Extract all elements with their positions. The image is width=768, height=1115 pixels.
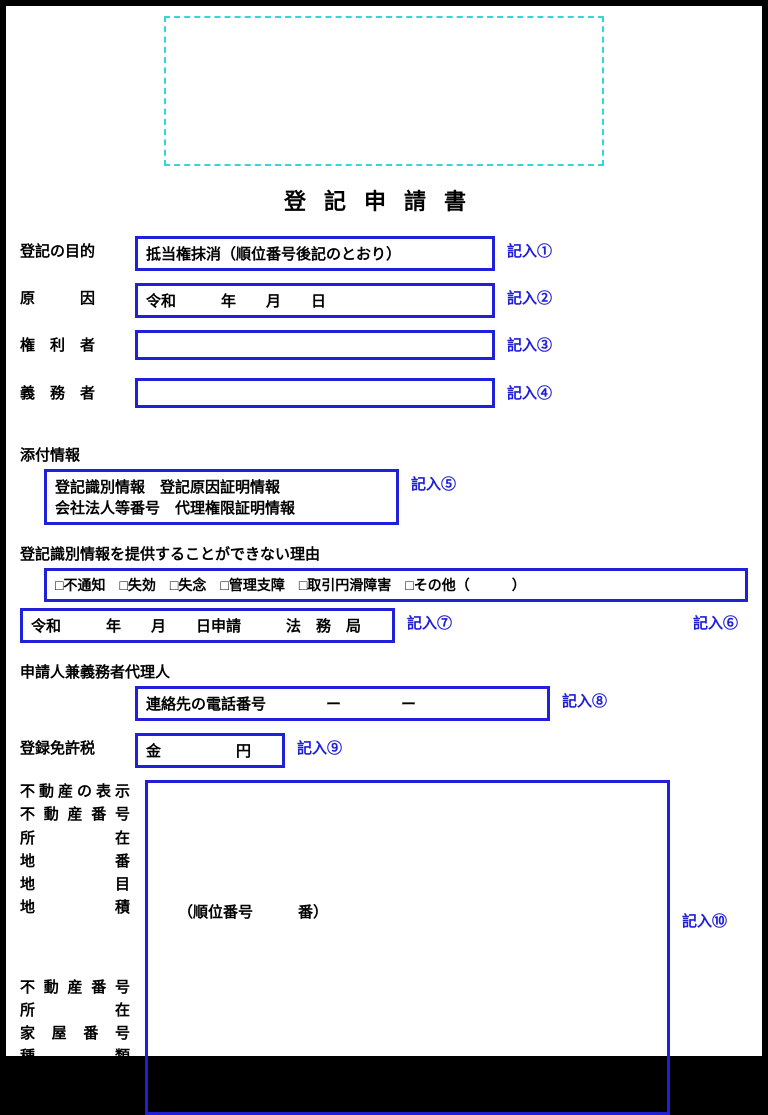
row-cause: 原 因 令和 年 月 日 記入②: [20, 283, 748, 318]
label-obligor: 義 務 者: [20, 378, 135, 403]
label-rights: 権 利 者: [20, 330, 135, 355]
row-property: 不動産の表示 不動産番号 所 在 地 番 地 目 地 積 不動産番号 所 在 家…: [20, 780, 748, 1115]
rank-2: （順位番号 番）: [178, 1083, 328, 1104]
field-purpose[interactable]: 抵当権抹消（順位番号後記のとおり）: [135, 236, 495, 271]
field-attachment[interactable]: 登記識別情報 登記原因証明情報 会社法人等番号 代理権限証明情報: [44, 469, 399, 525]
stamp-area: [164, 16, 604, 166]
header-agent: 申請人兼義務者代理人: [20, 661, 748, 682]
annot-4: 記入④: [507, 378, 552, 403]
row-tax: 登録免許税 金 円 記入⑨: [20, 733, 748, 768]
annot-5: 記入⑤: [411, 469, 456, 494]
attach-line1: 登記識別情報 登記原因証明情報: [55, 476, 388, 497]
field-phone[interactable]: 連絡先の電話番号 ー ー: [135, 686, 550, 721]
annot-6: 記入⑥: [693, 612, 738, 633]
property-labels: 不動産の表示 不動産番号 所 在 地 番 地 目 地 積 不動産番号 所 在 家…: [20, 780, 145, 1115]
plabel-3: 地 番: [20, 850, 130, 873]
row-reason: □不通知 □失効 □失念 □管理支障 □取引円滑障害 □その他（ ）: [20, 568, 748, 602]
field-submit-date[interactable]: 令和 年 月 日申請 法 務 局: [20, 608, 395, 643]
row-attachment: 登記識別情報 登記原因証明情報 会社法人等番号 代理権限証明情報 記入⑤: [20, 469, 748, 525]
rank-1: （順位番号 番）: [178, 901, 328, 922]
header-attachment: 添付情報: [20, 444, 748, 465]
plabel-7: 所 在: [20, 999, 130, 1022]
plabel-0: 不動産の表示: [20, 780, 130, 803]
plabel-6: 不動産番号: [20, 976, 130, 999]
form-title: 登記申請書: [20, 184, 748, 216]
plabel-5: 地 積: [20, 896, 130, 919]
plabel-8: 家 屋 番 号: [20, 1022, 130, 1045]
annot-7: 記入⑦: [407, 608, 452, 633]
plabel-1: 不動産番号: [20, 803, 130, 826]
row-submit: 令和 年 月 日申請 法 務 局 記入⑦ 記入⑥: [20, 608, 748, 643]
field-tax[interactable]: 金 円: [135, 733, 285, 768]
field-cause[interactable]: 令和 年 月 日: [135, 283, 495, 318]
annot-10: 記入⑩: [682, 910, 727, 931]
label-tax: 登録免許税: [20, 733, 135, 758]
plabel-11: 床 面 積: [20, 1092, 130, 1115]
plabel-2: 所 在: [20, 827, 130, 850]
label-cause: 原 因: [20, 283, 135, 308]
annot-1: 記入①: [507, 236, 552, 261]
field-obligor[interactable]: [135, 378, 495, 408]
plabel-4: 地 目: [20, 873, 130, 896]
annot-3: 記入③: [507, 330, 552, 355]
annot-2: 記入②: [507, 283, 552, 308]
form-page: 登記申請書 登記の目的 抵当権抹消（順位番号後記のとおり） 記入① 原 因 令和…: [3, 3, 765, 1059]
plabel-10: 構 造: [20, 1069, 130, 1092]
field-reason[interactable]: □不通知 □失効 □失念 □管理支障 □取引円滑障害 □その他（ ）: [44, 568, 748, 602]
field-rights[interactable]: [135, 330, 495, 360]
row-rights: 権 利 者 記入③: [20, 330, 748, 360]
row-obligor: 義 務 者 記入④: [20, 378, 748, 408]
header-reason: 登記識別情報を提供することができない理由: [20, 543, 748, 564]
annot-8: 記入⑧: [562, 686, 607, 711]
attach-line2: 会社法人等番号 代理権限証明情報: [55, 497, 388, 518]
row-agent: 連絡先の電話番号 ー ー 記入⑧: [20, 686, 748, 721]
field-property[interactable]: （順位番号 番） （順位番号 番）: [145, 780, 670, 1115]
annot-9: 記入⑨: [297, 733, 342, 758]
row-purpose: 登記の目的 抵当権抹消（順位番号後記のとおり） 記入①: [20, 236, 748, 271]
plabel-9: 種 類: [20, 1045, 130, 1068]
label-purpose: 登記の目的: [20, 236, 135, 261]
